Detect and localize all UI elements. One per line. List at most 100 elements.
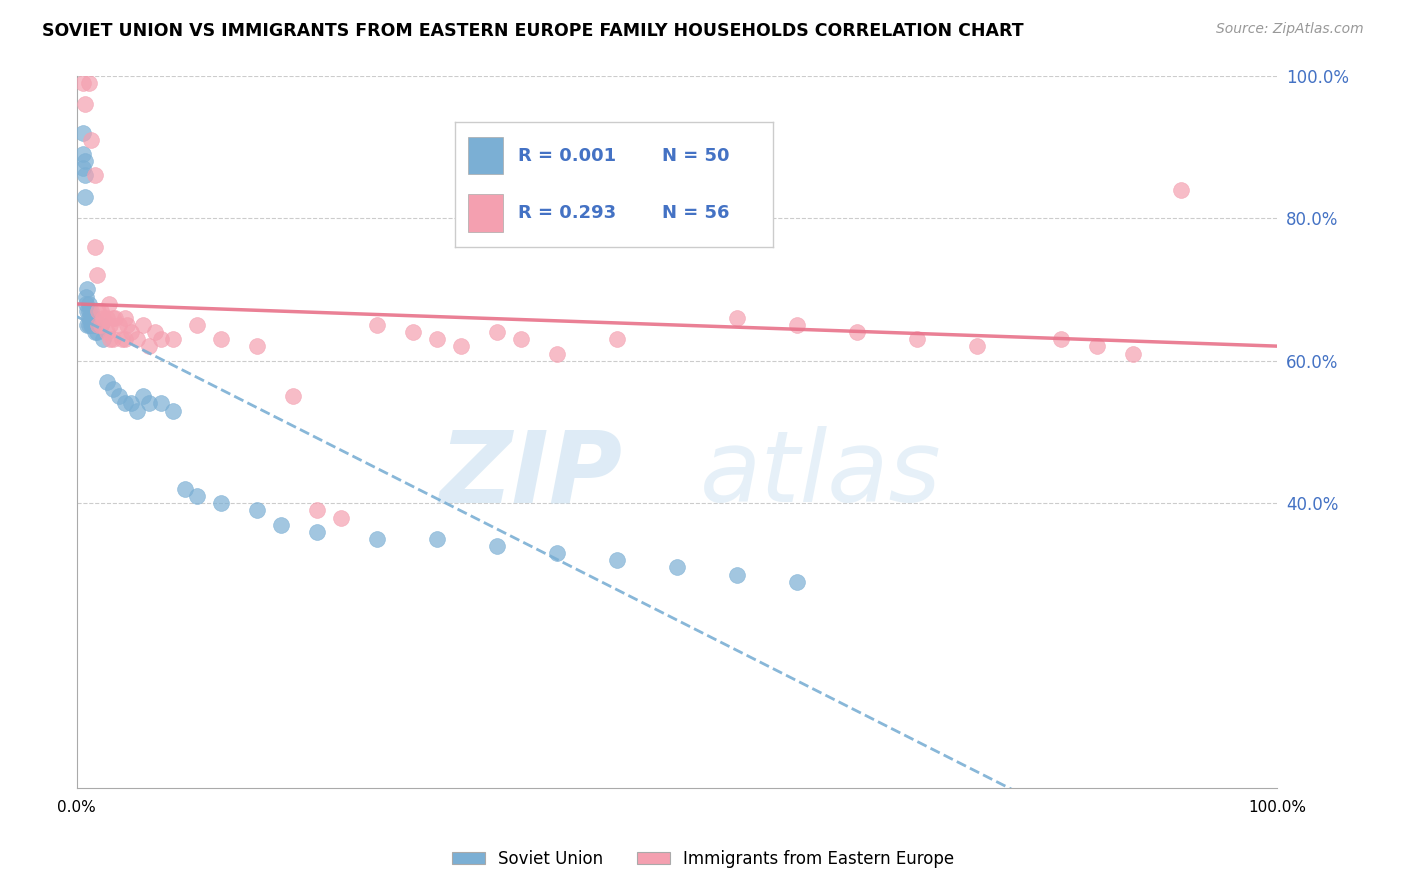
Point <box>101 382 124 396</box>
Point <box>72 161 94 176</box>
Point <box>426 532 449 546</box>
Point <box>1050 332 1073 346</box>
Point <box>546 546 568 560</box>
Point <box>107 318 129 332</box>
Point <box>366 318 388 332</box>
Point <box>77 303 100 318</box>
Point <box>73 154 96 169</box>
Point <box>485 325 508 339</box>
Point <box>101 310 124 325</box>
Point <box>725 310 748 325</box>
Point <box>186 489 208 503</box>
Point <box>83 325 105 339</box>
Point <box>96 310 118 325</box>
Point <box>270 517 292 532</box>
Point <box>77 318 100 332</box>
Point <box>546 346 568 360</box>
Point <box>606 332 628 346</box>
Point <box>80 303 103 318</box>
Point <box>485 539 508 553</box>
Point <box>846 325 869 339</box>
Point <box>209 332 232 346</box>
Point <box>366 532 388 546</box>
Point <box>281 389 304 403</box>
Point <box>138 339 160 353</box>
Point <box>120 325 142 339</box>
Point <box>1085 339 1108 353</box>
Point <box>77 310 100 325</box>
Point <box>87 303 110 318</box>
Point <box>509 332 531 346</box>
Point <box>73 97 96 112</box>
Point <box>73 169 96 183</box>
Text: atlas: atlas <box>700 426 942 524</box>
Point <box>786 574 808 589</box>
Point <box>1122 346 1144 360</box>
Point <box>246 503 269 517</box>
Point <box>173 482 195 496</box>
Point <box>75 289 97 303</box>
Point <box>149 396 172 410</box>
Text: Source: ZipAtlas.com: Source: ZipAtlas.com <box>1216 22 1364 37</box>
Point <box>104 310 127 325</box>
Point <box>80 133 103 147</box>
Point <box>87 318 110 332</box>
Point <box>138 396 160 410</box>
Point <box>76 318 98 332</box>
Point <box>905 332 928 346</box>
Point <box>98 318 121 332</box>
Point <box>84 318 107 332</box>
Point <box>246 339 269 353</box>
Point <box>186 318 208 332</box>
Point <box>83 239 105 253</box>
Point <box>72 126 94 140</box>
Point <box>82 318 104 332</box>
Point <box>76 282 98 296</box>
Point <box>426 332 449 346</box>
Point <box>450 339 472 353</box>
Point <box>162 403 184 417</box>
Point <box>86 325 108 339</box>
Point <box>107 389 129 403</box>
Point <box>96 375 118 389</box>
Point <box>77 296 100 310</box>
Point <box>125 332 148 346</box>
Point <box>606 553 628 567</box>
Point <box>725 567 748 582</box>
Text: ZIP: ZIP <box>440 426 623 524</box>
Point <box>114 310 136 325</box>
Point <box>90 318 112 332</box>
Point <box>83 318 105 332</box>
Point <box>115 318 138 332</box>
Point <box>149 332 172 346</box>
Point <box>125 403 148 417</box>
Point <box>209 496 232 510</box>
Point <box>80 310 103 325</box>
Point <box>73 190 96 204</box>
Point <box>666 560 689 574</box>
Point <box>666 197 689 211</box>
Point <box>786 318 808 332</box>
Point <box>75 296 97 310</box>
Point <box>91 310 114 325</box>
Point <box>1170 183 1192 197</box>
Point <box>101 332 124 346</box>
Point <box>80 318 103 332</box>
Point <box>76 303 98 318</box>
Legend: Soviet Union, Immigrants from Eastern Europe: Soviet Union, Immigrants from Eastern Eu… <box>444 844 962 875</box>
Point <box>98 296 121 310</box>
Point <box>83 169 105 183</box>
Point <box>114 396 136 410</box>
Point <box>96 325 118 339</box>
Point <box>120 396 142 410</box>
Point <box>131 389 153 403</box>
Point <box>82 310 104 325</box>
Point <box>72 76 94 90</box>
Point <box>98 332 121 346</box>
Point <box>329 510 352 524</box>
Point <box>90 318 112 332</box>
Point <box>72 147 94 161</box>
Point <box>143 325 166 339</box>
Point <box>402 325 425 339</box>
Point <box>111 332 134 346</box>
